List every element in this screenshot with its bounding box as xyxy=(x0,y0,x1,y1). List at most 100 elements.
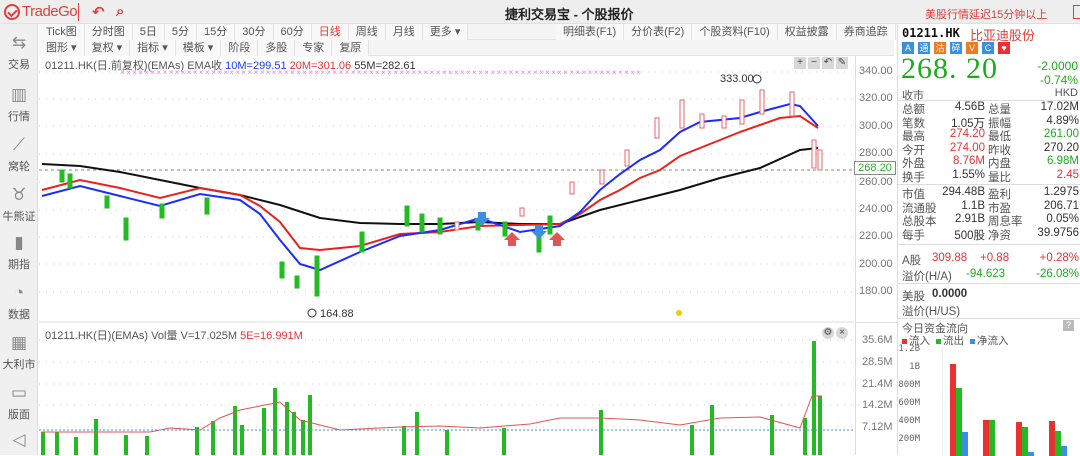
tradego-logo: TradeGo xyxy=(4,3,78,20)
fund-flow-chart xyxy=(942,346,1067,456)
legend-prefix: 01211.HK(日.前复权)(EMAs) EMA收 xyxy=(45,60,223,72)
flow-y-label: 1.2B xyxy=(898,344,920,354)
undo-icon[interactable]: ↶ xyxy=(92,4,105,21)
y-label: 300.00 xyxy=(859,120,893,132)
tab-5day[interactable]: 5日 xyxy=(132,24,165,40)
sidebar-item-layout[interactable]: ▭ 版面 xyxy=(0,382,38,422)
title-bar: TradeGo ↶ ⌕ 捷利交易宝 - 个股报价 美股行情延迟15分钟以上 xyxy=(0,0,1080,24)
help-icon[interactable]: ? xyxy=(1063,320,1074,331)
tab-disclosure[interactable]: 权益披露 xyxy=(777,24,837,40)
tab-daily[interactable]: 日线 xyxy=(311,24,349,40)
flow-y-label: 600M xyxy=(898,398,920,408)
badge-connect[interactable]: 通 xyxy=(918,42,930,54)
stat-row: 市值 294.48B 盈利 1.2975 xyxy=(902,186,1079,201)
currency: HKD xyxy=(1054,87,1078,99)
trend-icon: ⟋ xyxy=(13,135,25,154)
tab-intraday[interactable]: 分时图 xyxy=(84,24,133,40)
tab-indicator[interactable]: 指标 ▾ xyxy=(130,40,176,56)
ema55-value: 55M=282.61 xyxy=(354,60,416,72)
tool-tabs: 图形 ▾ 复权 ▾ 指标 ▾ 模板 ▾ 阶段 多股 专家 复原 xyxy=(39,40,894,56)
sidebar-item-cbbc[interactable]: ♉ 牛熊证 xyxy=(0,184,38,224)
badge-a[interactable]: A xyxy=(902,42,914,54)
stat-row: 流通股 1.1B 市盈 206.71 xyxy=(902,199,1079,215)
tab-tick[interactable]: Tick图 xyxy=(39,24,85,40)
bull-icon: ♉ xyxy=(11,185,27,204)
logo-icon xyxy=(4,3,20,20)
y-axis xyxy=(855,56,897,455)
vol-y-label: 7.12M xyxy=(862,421,893,433)
y-label: 280.00 xyxy=(859,147,893,159)
sidebar-label: 期指 xyxy=(8,259,30,271)
tab-broker[interactable]: 券商追踪 xyxy=(836,24,896,40)
badge-odd-lot[interactable]: 碎 xyxy=(950,42,962,54)
close-icon[interactable]: × xyxy=(836,327,848,339)
window-title: 捷利交易宝 - 个股报价 xyxy=(505,7,634,22)
tab-profile[interactable]: 个股资料(F10) xyxy=(692,24,778,40)
tab-60min[interactable]: 60分 xyxy=(273,24,312,40)
badge-row: A 通 沽 碎 V C ♥ xyxy=(902,42,1010,54)
tab-expert[interactable]: 专家 xyxy=(295,40,333,56)
pie-chart-icon: ◔ xyxy=(13,283,25,302)
search-icon[interactable]: ⌕ xyxy=(116,3,125,20)
tab-template[interactable]: 模板 ▾ xyxy=(175,40,222,56)
tab-reset[interactable]: 复原 xyxy=(332,40,370,56)
sidebar-item-dalishi[interactable]: ▦ 大利市 xyxy=(0,332,38,372)
tab-monthly[interactable]: 月线 xyxy=(385,24,423,40)
ema20-value: 20M=301.06 xyxy=(289,60,352,72)
badge-v[interactable]: V xyxy=(966,42,978,54)
tab-adjust[interactable]: 复权 ▾ xyxy=(84,40,131,56)
quote-panel: 01211.HK 比亚迪股份 A 通 沽 碎 V C ♥ 268. 20 -2.… xyxy=(897,24,1080,456)
delay-notice: 美股行情延迟15分钟以上 xyxy=(925,9,1048,21)
high-marker: 333.00 xyxy=(720,73,754,85)
price-chart-legend: 01211.HK(日.前复权)(EMAs) EMA收 10M=299.51 20… xyxy=(45,57,416,73)
zoom-in-button[interactable]: + xyxy=(794,57,806,69)
sidebar-label: 牛熊证 xyxy=(2,211,36,223)
tab-multi[interactable]: 多股 xyxy=(258,40,296,56)
sidebar-item-futures[interactable]: ▮ 期指 xyxy=(0,232,38,272)
market-status: 收市 xyxy=(902,90,924,102)
flow-y-label: 800M xyxy=(898,380,920,390)
sidebar-label: 大利市 xyxy=(2,359,36,371)
sidebar: ⇆ 交易 ▥ 行情 ⟋ 窝轮 ♉ 牛熊证 ▮ 期指 ◔ 数据 ▦ 大利市 ▭ 版面 ◁ xyxy=(0,24,38,455)
window-control[interactable] xyxy=(1073,5,1080,19)
sidebar-collapse[interactable]: ◁ xyxy=(0,429,38,453)
price-chart[interactable]: ××××××××××××××××××××××××××××××××××××××××… xyxy=(39,56,854,455)
stat-row: 换手 1.55% 量比 2.45 xyxy=(902,168,1079,184)
favorite-heart-icon[interactable]: ♥ xyxy=(998,42,1010,54)
badge-c[interactable]: C xyxy=(982,42,994,54)
sidebar-item-quotes[interactable]: ▥ 行情 xyxy=(0,84,38,124)
settings-icon[interactable]: ⚙ xyxy=(822,327,834,339)
stat-row: 总股本 2.91B 周息率 0.05% xyxy=(902,213,1079,229)
sidebar-label: 窝轮 xyxy=(8,161,30,173)
price-change: -2.0000 xyxy=(1037,59,1078,73)
flow-y-label: 200M xyxy=(898,434,920,444)
stock-name: 比亚迪股份 xyxy=(970,28,1036,43)
tab-weekly[interactable]: 周线 xyxy=(348,24,386,40)
tab-graph[interactable]: 图形 ▾ xyxy=(39,40,85,56)
tab-30min[interactable]: 30分 xyxy=(235,24,274,40)
svg-text:××××××××××××××××××××××××××××××: ××××××××××××××××××××××××××××××××××××××××… xyxy=(120,68,642,77)
fund-flow-title: 今日资金流向 xyxy=(902,323,968,335)
tab-5min[interactable]: 5分 xyxy=(164,24,198,40)
y-label: 200.00 xyxy=(859,258,893,270)
tab-more[interactable]: 更多 ▾ xyxy=(422,24,469,40)
badge-short[interactable]: 沽 xyxy=(934,42,946,54)
grid-icon: ▦ xyxy=(10,333,28,352)
tab-price-table[interactable]: 分价表(F2) xyxy=(624,24,693,40)
y-label: 340.00 xyxy=(859,65,893,77)
quote-stats-table: 总额 4.56B 总量 17.02M 笔数 1.05万 振幅 4.89% 最高 274.20 最… xyxy=(898,101,1080,184)
legend-net-inflow: 净流入 xyxy=(970,333,1009,348)
tab-stage[interactable]: 阶段 xyxy=(221,40,259,56)
stat-row: 最高 274.20 最低 261.00 xyxy=(902,128,1079,144)
vol-y-label: 35.6M xyxy=(862,334,893,346)
draw-button[interactable]: ✎ xyxy=(836,57,848,69)
sidebar-item-data[interactable]: ◔ 数据 xyxy=(0,282,38,322)
sidebar-item-trade[interactable]: ⇆ 交易 xyxy=(0,32,38,72)
zoom-out-button[interactable]: − xyxy=(808,57,820,69)
speaker-icon: ◁ xyxy=(12,430,26,449)
tab-15min[interactable]: 15分 xyxy=(197,24,236,40)
tab-detail[interactable]: 明细表(F1) xyxy=(556,24,625,40)
reset-button[interactable]: ↶ xyxy=(822,57,834,69)
sidebar-item-warrants[interactable]: ⟋ 窝轮 xyxy=(0,134,38,174)
vol-ema5-value: 5E=16.991M xyxy=(240,330,303,342)
